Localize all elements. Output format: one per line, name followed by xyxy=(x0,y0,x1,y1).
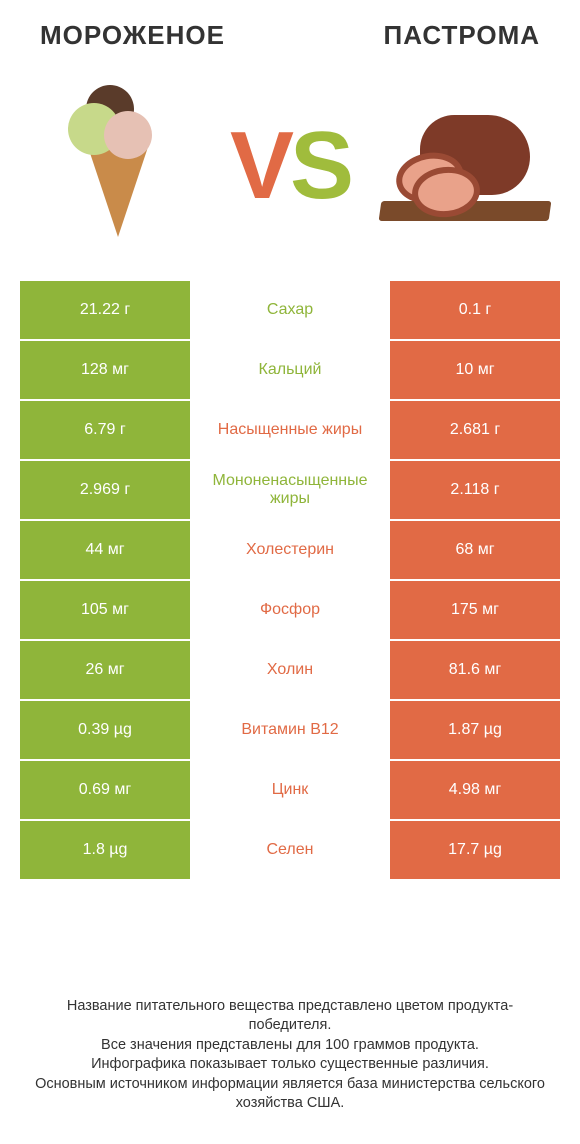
nutrient-label: Холестерин xyxy=(190,521,390,579)
nutrient-label: Холин xyxy=(190,641,390,699)
left-title: МОРОЖЕНОЕ xyxy=(40,20,225,51)
footer-note: Название питательного вещества представл… xyxy=(10,967,570,1134)
table-row: 128 мгКальций10 мг xyxy=(20,341,560,401)
right-value: 81.6 мг xyxy=(390,641,560,699)
pastrami-icon xyxy=(390,81,530,251)
left-value: 2.969 г xyxy=(20,461,190,519)
right-value: 1.87 µg xyxy=(390,701,560,759)
nutrient-label: Селен xyxy=(190,821,390,879)
nutrient-label: Кальций xyxy=(190,341,390,399)
left-value: 6.79 г xyxy=(20,401,190,459)
right-value: 17.7 µg xyxy=(390,821,560,879)
nutrient-label: Фосфор xyxy=(190,581,390,639)
left-value: 0.69 мг xyxy=(20,761,190,819)
right-value: 175 мг xyxy=(390,581,560,639)
left-value: 0.39 µg xyxy=(20,701,190,759)
right-value: 4.98 мг xyxy=(390,761,560,819)
table-row: 44 мгХолестерин68 мг xyxy=(20,521,560,581)
title-row: МОРОЖЕНОЕ ПАСТРОМА xyxy=(10,20,570,61)
nutrient-label: Витамин B12 xyxy=(190,701,390,759)
right-value: 10 мг xyxy=(390,341,560,399)
vs-v: V xyxy=(230,112,290,219)
right-value: 2.681 г xyxy=(390,401,560,459)
vs-label: VS xyxy=(230,118,350,214)
right-value: 0.1 г xyxy=(390,281,560,339)
left-value: 1.8 µg xyxy=(20,821,190,879)
left-value: 21.22 г xyxy=(20,281,190,339)
left-value: 44 мг xyxy=(20,521,190,579)
infographic-container: МОРОЖЕНОЕ ПАСТРОМА VS 21.22 гСахар0.1 г1… xyxy=(0,0,580,1144)
right-value: 68 мг xyxy=(390,521,560,579)
table-row: 6.79 гНасыщенные жиры2.681 г xyxy=(20,401,560,461)
nutrient-label: Цинк xyxy=(190,761,390,819)
right-value: 2.118 г xyxy=(390,461,560,519)
table-row: 0.39 µgВитамин B121.87 µg xyxy=(20,701,560,761)
table-row: 1.8 µgСелен17.7 µg xyxy=(20,821,560,881)
nutrient-table: 21.22 гСахар0.1 г128 мгКальций10 мг6.79 … xyxy=(20,281,560,881)
table-row: 21.22 гСахар0.1 г xyxy=(20,281,560,341)
footer-line: Все значения представлены для 100 граммо… xyxy=(101,1037,479,1053)
left-value: 26 мг xyxy=(20,641,190,699)
table-row: 2.969 гМононенасыщенные жиры2.118 г xyxy=(20,461,560,521)
footer-line: Инфографика показывает только существенн… xyxy=(91,1056,489,1072)
nutrient-label: Насыщенные жиры xyxy=(190,401,390,459)
table-row: 0.69 мгЦинк4.98 мг xyxy=(20,761,560,821)
table-row: 105 мгФосфор175 мг xyxy=(20,581,560,641)
left-value: 128 мг xyxy=(20,341,190,399)
ice-cream-icon xyxy=(50,81,190,251)
hero-row: VS xyxy=(10,61,570,281)
left-value: 105 мг xyxy=(20,581,190,639)
footer-line: Название питательного вещества представл… xyxy=(67,998,513,1034)
nutrient-label: Мононенасыщенные жиры xyxy=(190,461,390,519)
vs-s: S xyxy=(290,112,350,219)
footer-line: Основным источником информации является … xyxy=(35,1076,545,1112)
nutrient-label: Сахар xyxy=(190,281,390,339)
right-title: ПАСТРОМА xyxy=(384,20,540,51)
table-row: 26 мгХолин81.6 мг xyxy=(20,641,560,701)
